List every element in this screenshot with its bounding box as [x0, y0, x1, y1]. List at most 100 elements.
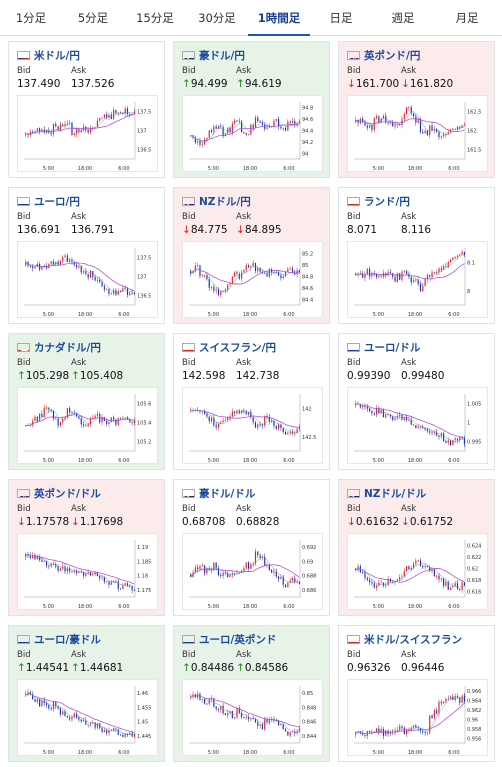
- currency-card[interactable]: ユーロ/ドル Bid Ask 0.99390 0.99480 1.005 1 0.995 5:0…: [338, 333, 495, 470]
- moving-average-line: [355, 263, 465, 280]
- x-tick-label: 5:00: [373, 750, 384, 756]
- candle: [64, 255, 66, 258]
- x-tick-label: 18:00: [78, 166, 92, 172]
- tab-2[interactable]: 5分足: [77, 11, 109, 25]
- price-chart[interactable]: 94.8 94.6 94.4 94.2 94 5:00 18:00 6:00: [182, 95, 323, 172]
- candle: [289, 431, 291, 433]
- candle: [43, 561, 45, 563]
- pair-name[interactable]: ユーロ/円: [34, 195, 80, 208]
- tab-4[interactable]: 30分足: [198, 11, 236, 25]
- x-tick-label: 18:00: [243, 312, 257, 318]
- currency-card[interactable]: ランド/円 Bid Ask 8.071 8.116 8.1 8 5:00 18:00 6:00: [338, 187, 495, 324]
- candle: [264, 124, 266, 129]
- pair-name[interactable]: ユーロ/豪ドル: [34, 633, 101, 646]
- pair-name[interactable]: カナダドル/円: [34, 341, 101, 354]
- pair-name[interactable]: NZドル/ドル: [364, 487, 427, 500]
- currency-card[interactable]: 米ドル/スイスフラン Bid Ask 0.96326 0.96446 0.966 0.964…: [338, 625, 495, 762]
- pair-name[interactable]: ユーロ/ドル: [364, 341, 421, 354]
- candle: [369, 579, 371, 583]
- moving-average-line: [25, 410, 135, 427]
- currency-card[interactable]: 豪ドル/円 Bid Ask ↑94.499 ↑94.619 94.8 94.6 94.4 94.…: [173, 41, 330, 178]
- pair-name[interactable]: 英ポンド/円: [364, 49, 421, 62]
- pair-name[interactable]: 豪ドル/円: [199, 49, 245, 62]
- price-chart[interactable]: 0.966 0.964 0.962 0.96 0.958 0.956 5:00 18:00 6:…: [347, 679, 488, 756]
- pair-name[interactable]: NZドル/円: [199, 195, 251, 208]
- candle: [459, 697, 461, 703]
- tab-8[interactable]: 月足: [455, 11, 479, 25]
- tab-6[interactable]: 日足: [329, 11, 353, 25]
- ask-label: Ask: [71, 650, 87, 660]
- currency-card[interactable]: ユーロ/円 Bid Ask 136.691 136.791 137.5 137 136.5 5:…: [8, 187, 165, 324]
- currency-card[interactable]: NZドル/円 Bid Ask ↓84.775 ↓84.895 85.2 85 84.8 84.6…: [173, 187, 330, 324]
- ch-flag-icon: [182, 342, 195, 352]
- candle: [452, 128, 454, 130]
- price-chart[interactable]: 85.2 85 84.8 84.6 84.4 5:00 18:00 6:00: [182, 241, 323, 318]
- candle: [280, 576, 282, 579]
- candle: [401, 119, 403, 126]
- candle: [66, 123, 68, 124]
- tab-5[interactable]: 1時間足: [248, 0, 310, 36]
- currency-card[interactable]: カナダドル/円 Bid Ask ↑105.298 ↑105.408 105.6 105.4 1…: [8, 333, 165, 470]
- pair-name[interactable]: スイスフラン/円: [199, 341, 277, 354]
- currency-card[interactable]: 英ポンド/ドル Bid Ask ↓1.17578 ↓1.17698 1.19 1.185 1.…: [8, 479, 165, 616]
- candle: [62, 257, 64, 261]
- candle: [364, 734, 366, 736]
- price-chart[interactable]: 105.6 105.4 105.2 5:00 18:00 6:00: [17, 387, 158, 464]
- price-chart[interactable]: 1.19 1.185 1.18 1.175 5:00 18:00 6:00: [17, 533, 158, 610]
- candle: [94, 722, 96, 728]
- currency-card[interactable]: ユーロ/英ポンド Bid Ask ↑0.84486 ↑0.84586 0.85 0.848 0…: [173, 625, 330, 762]
- currency-card[interactable]: 英ポンド/円 Bid Ask ↓161.700 ↓161.820 162.5 162 161.…: [338, 41, 495, 178]
- price-chart[interactable]: 0.624 0.622 0.62 0.618 0.616 5:00 18:00 6:00: [347, 533, 488, 610]
- price-chart[interactable]: 162.5 162 161.5 5:00 18:00 6:00: [347, 95, 488, 172]
- candle: [452, 257, 454, 260]
- ask-value: ↓1.17698: [71, 516, 124, 528]
- currency-card[interactable]: 豪ドル/ドル Bid Ask 0.68708 0.68828 0.692 0.69 0.688…: [173, 479, 330, 616]
- candle: [131, 585, 133, 591]
- candle: [282, 576, 284, 585]
- price-chart[interactable]: 0.85 0.848 0.846 0.844 5:00 18:00 6:00: [182, 679, 323, 756]
- card-header: 米ドル/スイスフラン: [347, 632, 462, 646]
- pair-name[interactable]: ユーロ/英ポンド: [199, 633, 277, 646]
- currency-card[interactable]: ユーロ/豪ドル Bid Ask ↑1.44541 ↑1.44681 1.46 1.455 1.…: [8, 625, 165, 762]
- price-chart[interactable]: 0.692 0.69 0.688 0.686 5:00 18:00 6:00: [182, 533, 323, 610]
- price-chart[interactable]: 8.1 8 5:00 18:00 6:00: [347, 241, 488, 318]
- currency-card[interactable]: NZドル/ドル Bid Ask ↓0.61632 ↓0.61752 0.624 0.622 0…: [338, 479, 495, 616]
- candle: [264, 415, 266, 426]
- candle: [122, 418, 124, 420]
- tab-1[interactable]: 1分足: [15, 11, 47, 25]
- ask-label: Ask: [71, 358, 87, 368]
- x-tick-label: 18:00: [78, 458, 92, 464]
- candle: [224, 133, 226, 137]
- price-chart[interactable]: 142 142.5 5:00 18:00 6:00: [182, 387, 323, 464]
- candle: [119, 418, 122, 420]
- candle: [438, 268, 440, 273]
- candle: [71, 260, 73, 262]
- pair-name[interactable]: 豪ドル/ドル: [199, 487, 256, 500]
- price-chart[interactable]: 1.46 1.455 1.45 1.445 5:00 18:00 6:00: [17, 679, 158, 756]
- price-chart[interactable]: 137.5 137 136.5 5:00 18:00 6:00: [17, 95, 158, 172]
- price-chart[interactable]: 1.005 1 0.995 5:00 18:00 6:00: [347, 387, 488, 464]
- ask-label: Ask: [401, 504, 417, 514]
- candle: [431, 715, 433, 719]
- x-tick-label: 18:00: [78, 750, 92, 756]
- pair-name[interactable]: 英ポンド/ドル: [34, 487, 101, 500]
- currency-card[interactable]: 米ドル/円 Bid Ask 137.490 137.526 137.5 137 136.5 5:…: [8, 41, 165, 178]
- pair-name[interactable]: 米ドル/円: [34, 49, 80, 62]
- pair-name[interactable]: ランド/円: [364, 195, 410, 208]
- candle: [264, 273, 266, 274]
- candle: [87, 424, 89, 427]
- candle: [119, 588, 122, 590]
- candle: [282, 724, 284, 730]
- currency-card[interactable]: スイスフラン/円 Bid Ask 142.598 142.738 142 142.5 5:00…: [173, 333, 330, 470]
- x-tick-label: 5:00: [43, 458, 54, 464]
- candle: [236, 272, 238, 274]
- tab-3[interactable]: 15分足: [136, 11, 174, 25]
- candle: [396, 729, 398, 731]
- tab-7[interactable]: 週足: [391, 11, 415, 25]
- candle: [438, 701, 440, 714]
- candle: [236, 120, 238, 122]
- candle: [399, 577, 401, 580]
- candle: [412, 113, 415, 117]
- price-chart[interactable]: 137.5 137 136.5 5:00 18:00 6:00: [17, 241, 158, 318]
- pair-name[interactable]: 米ドル/スイスフラン: [364, 633, 463, 646]
